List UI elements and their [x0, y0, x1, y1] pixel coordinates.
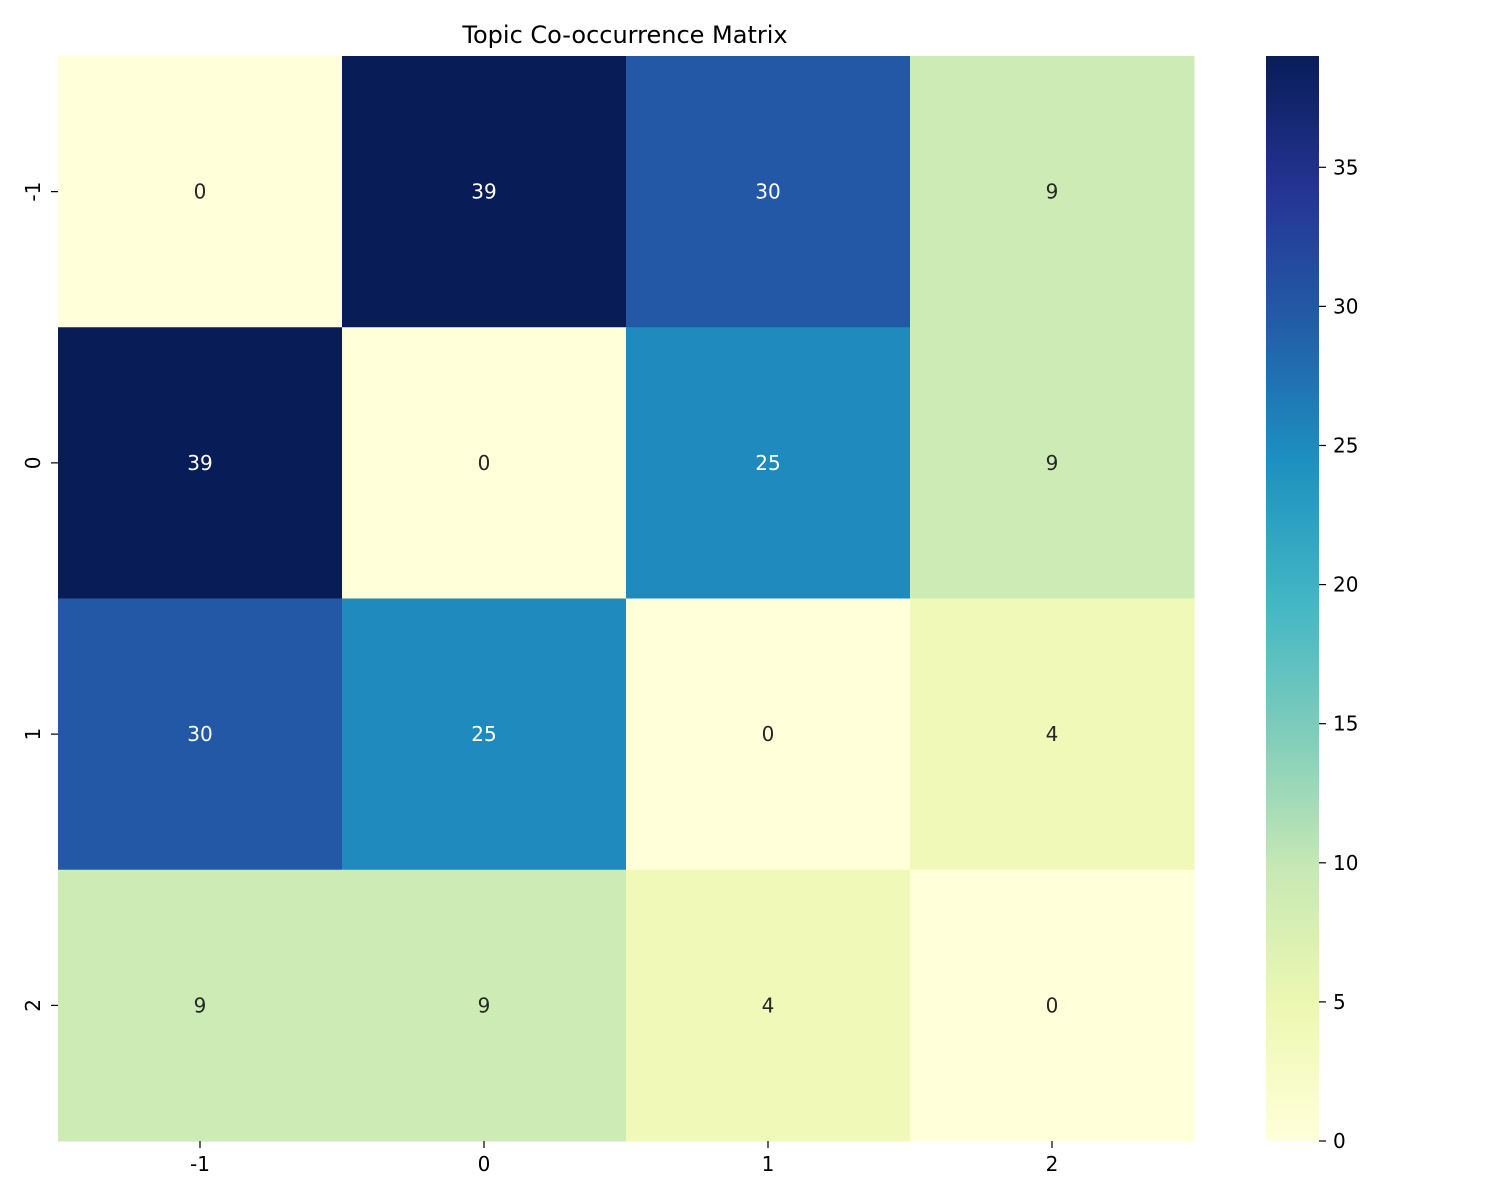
heatmap-cell: [910, 327, 1195, 599]
x-axis: -1 0 1 2: [190, 1141, 1058, 1176]
heatmap-cell: [342, 869, 627, 1142]
heatmap-cell: [58, 869, 343, 1142]
cell-value-label: 0: [478, 451, 491, 475]
colorbar-tick-label: 25: [1333, 433, 1358, 457]
heatmap-cell: [910, 598, 1195, 871]
heatmap-cell: [342, 56, 627, 328]
colorbar-tick-label: 5: [1333, 990, 1346, 1014]
colorbar-tick-label: 20: [1333, 573, 1358, 597]
heatmap-cell: [626, 869, 911, 1142]
cell-value-label: 30: [755, 180, 780, 204]
heatmap-cells: 0 39 30 9 39 0 25 9 30 25 0 4 9 9 4 0: [58, 56, 1195, 1142]
y-axis: -1 0 1 2: [21, 182, 58, 1012]
cell-value-label: 39: [471, 180, 496, 204]
cell-value-label: 9: [194, 993, 207, 1017]
heatmap-cell: [58, 598, 343, 871]
heatmap-cell: [342, 598, 627, 871]
heatmap-cell: [342, 327, 627, 599]
cell-value-label: 0: [194, 180, 207, 204]
cell-value-label: 25: [755, 451, 780, 475]
colorbar-tick-label: 35: [1333, 155, 1358, 179]
chart-title: Topic Co-occurrence Matrix: [461, 21, 787, 49]
colorbar-tick-label: 10: [1333, 851, 1358, 875]
colorbar-tick-label: 30: [1333, 294, 1358, 318]
y-tick-label: -1: [21, 182, 45, 202]
heatmap-cell: [626, 598, 911, 871]
cell-value-label: 4: [762, 993, 775, 1017]
cell-value-label: 4: [1046, 722, 1059, 746]
colorbar-tick-label: 0: [1333, 1129, 1346, 1153]
cell-value-label: 39: [187, 451, 212, 475]
cell-value-label: 9: [1046, 451, 1059, 475]
y-tick-label: 0: [21, 457, 45, 470]
heatmap-cell: [626, 56, 911, 328]
cell-value-label: 25: [471, 722, 496, 746]
heatmap-cell: [910, 56, 1195, 328]
colorbar: 0 5 10 15 20 25 30 35: [1266, 56, 1358, 1153]
colorbar-gradient: [1266, 56, 1319, 1141]
x-tick-label: 2: [1046, 1152, 1059, 1176]
y-tick-label: 2: [21, 999, 45, 1012]
cell-value-label: 30: [187, 722, 212, 746]
cell-value-label: 0: [762, 722, 775, 746]
heatmap-cell: [910, 869, 1195, 1142]
cell-value-label: 0: [1046, 993, 1059, 1017]
y-tick-label: 1: [21, 728, 45, 741]
x-tick-label: 1: [762, 1152, 775, 1176]
heatmap-cell: [58, 56, 343, 328]
cell-value-label: 9: [1046, 180, 1059, 204]
x-tick-label: -1: [190, 1152, 210, 1176]
colorbar-tick-label: 15: [1333, 712, 1358, 736]
heatmap-cell: [58, 327, 343, 599]
x-tick-label: 0: [478, 1152, 491, 1176]
heatmap-cell: [626, 327, 911, 599]
cell-value-label: 9: [478, 993, 491, 1017]
